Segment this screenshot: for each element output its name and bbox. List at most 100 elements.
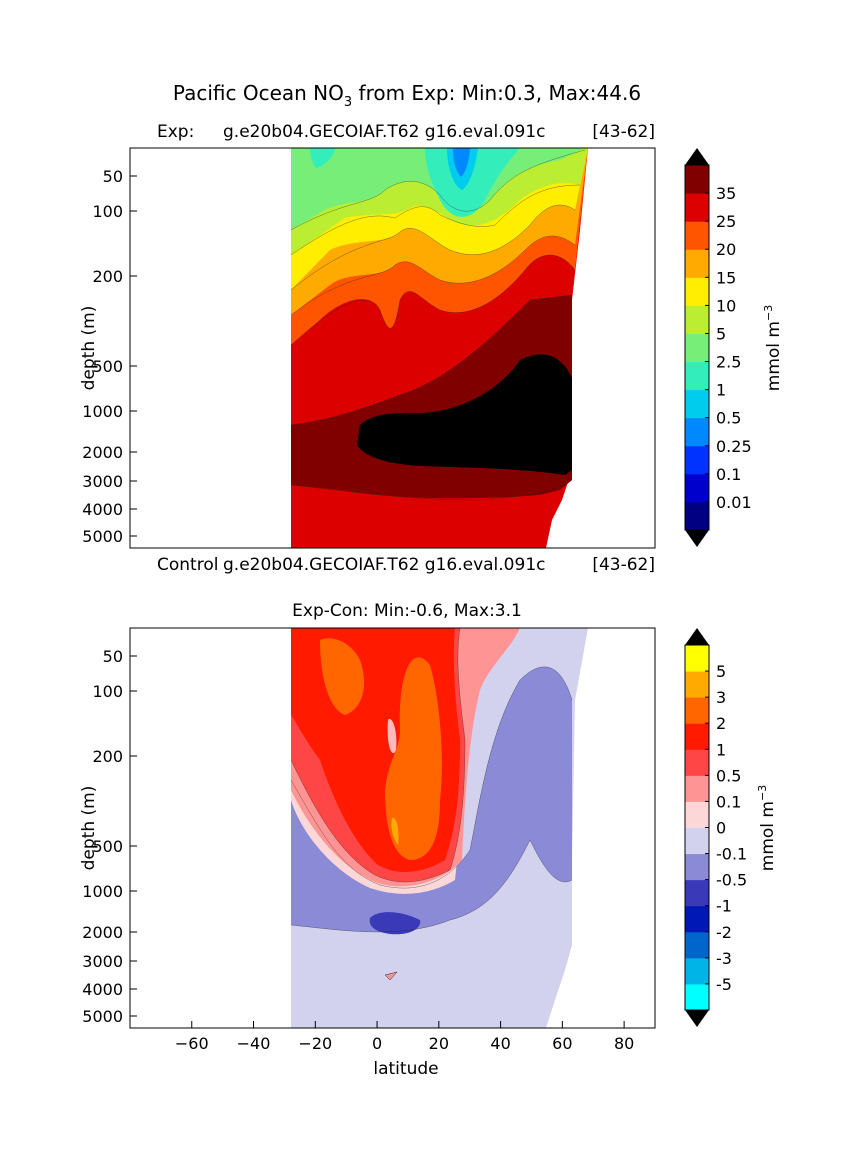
ytick-label: 1000 [82, 882, 123, 901]
ytick-label: 1000 [82, 402, 123, 421]
contour-feature [384, 971, 398, 981]
contour-feature [387, 719, 397, 754]
colorbar-tick-label: 0.01 [716, 493, 752, 512]
ytick-label: 200 [92, 747, 123, 766]
panel1-title-right: [43-62] [592, 122, 655, 142]
ytick-label: 2000 [82, 923, 123, 942]
colorbar-swatch [685, 749, 709, 776]
panel1-title-mid: g.e20b04.GECOIAF.T62 g16.eval.091c [223, 122, 545, 142]
panel2-colorbar: -5 -3 -2 -1 -0.5 -0.1 0 0.1 0.5 1 2 3 5 mmol m−3 [684, 628, 778, 1027]
panel1-ylabel: depth (m) [79, 306, 99, 391]
colorbar-tick-label: 0.1 [716, 792, 741, 811]
ytick-label: 200 [92, 267, 123, 286]
colorbar-swatch [685, 853, 709, 881]
panel2-yaxis: 50 100 200 500 1000 2000 3000 4000 5000 … [79, 647, 137, 1026]
colorbar-swatch [685, 801, 709, 828]
colorbar-tick-label: 5 [716, 662, 726, 681]
ytick-label: 100 [92, 682, 123, 701]
colorbar-swatch [685, 417, 709, 447]
colorbar-tick-label: 0.5 [716, 409, 741, 428]
contour-band-neg0.5-neg0.1 [291, 666, 572, 932]
colorbar-tick-label: -2 [716, 923, 732, 942]
xtick-label: 60 [552, 1034, 572, 1053]
colorbar-tick-label: 0.1 [716, 465, 741, 484]
ytick-label: 500 [92, 357, 123, 376]
colorbar-swatch [685, 165, 709, 194]
ytick-label: 3000 [82, 472, 123, 491]
colorbar-extend-max [685, 628, 709, 645]
colorbar-swatch [685, 983, 709, 1011]
panel2-subtitle: Exp-Con: Min:-0.6, Max:3.1 [292, 601, 522, 621]
ytick-label: 5000 [82, 527, 123, 546]
xtick-label: −20 [298, 1034, 332, 1053]
contour-feature [391, 817, 399, 845]
colorbar-extend-max [685, 148, 709, 165]
contour-band-neg1-neg0.5 [369, 912, 421, 935]
colorbar-swatch [685, 193, 709, 222]
colorbar-swatch [685, 905, 709, 933]
colorbar-swatch [685, 473, 709, 503]
colorbar-extend-min [685, 1010, 709, 1027]
colorbar-tick-label: 10 [716, 296, 736, 315]
contour-band-0.25-0.5 [453, 148, 470, 177]
xtick-label: −40 [237, 1034, 271, 1053]
panel1-colorbar-label: mmol m−3 [762, 305, 784, 391]
colorbar-swatch [685, 775, 709, 802]
colorbar-tick-label: 15 [716, 268, 736, 287]
xtick-label: 0 [372, 1034, 382, 1053]
ytick-label: 3000 [82, 952, 123, 971]
panel2-colorbar-label: mmol m−3 [756, 785, 778, 871]
colorbar-swatch [685, 361, 709, 391]
panel2-xlabel: latitude [373, 1059, 438, 1079]
colorbar-tick-label: 1 [716, 381, 726, 400]
colorbar-swatch [685, 333, 709, 363]
panel2-title-left: Control [157, 555, 218, 575]
contour-band-2-3-b [385, 657, 442, 860]
colorbar-swatch [685, 957, 709, 985]
colorbar-swatch [685, 501, 709, 531]
panel2-frame [129, 627, 656, 1029]
colorbar-swatch [685, 645, 709, 672]
panel2-ylabel: depth (m) [79, 786, 99, 871]
colorbar-tick-label: 0.25 [716, 437, 752, 456]
xtick-label: 20 [429, 1034, 449, 1053]
colorbar-tick-label: 3 [716, 688, 726, 707]
ytick-label: 4000 [82, 980, 123, 999]
ytick-label: 4000 [82, 500, 123, 519]
colorbar-tick-label: -5 [716, 975, 732, 994]
colorbar-swatch [685, 827, 709, 855]
colorbar-tick-label: 2.5 [716, 353, 741, 372]
colorbar-swatch [685, 249, 709, 278]
colorbar-tick-label: -3 [716, 949, 732, 968]
colorbar-swatch [685, 389, 709, 419]
figure-title: Pacific Ocean NO3 from Exp: Min:0.3, Max… [173, 81, 641, 110]
ytick-label: 2000 [82, 443, 123, 462]
colorbar-tick-label: -1 [716, 897, 732, 916]
panel1-frame [129, 147, 656, 549]
colorbar-tick-label: 35 [716, 184, 736, 203]
colorbar-swatch [685, 931, 709, 959]
xtick-label: 80 [614, 1034, 634, 1053]
panel1-title-left: Exp: [157, 122, 194, 142]
colorbar-swatch [685, 879, 709, 907]
colorbar-extend-min [685, 530, 709, 547]
colorbar-tick-label: 5 [716, 324, 726, 343]
contour-band-max [357, 354, 572, 475]
panel1-colorbar: 0.01 0.1 0.25 0.5 1 2.5 5 10 15 20 25 35 mmol m−3 [684, 148, 784, 547]
colorbar-swatch [685, 723, 709, 750]
colorbar-tick-label: 0 [716, 819, 726, 838]
colorbar-swatch [685, 671, 709, 698]
colorbar-tick-label: 25 [716, 212, 736, 231]
colorbar-tick-label: 1 [716, 740, 726, 759]
xtick-label: 40 [490, 1034, 510, 1053]
colorbar-tick-label: 20 [716, 240, 736, 259]
ytick-label: 100 [92, 202, 123, 221]
colorbar-tick-label: -0.5 [716, 871, 747, 890]
panel2-contours [130, 628, 655, 1028]
colorbar-swatch [685, 277, 709, 306]
panel2-xaxis: −60 −40 −20 0 20 40 60 80 latitude [175, 1021, 634, 1079]
ytick-label: 50 [103, 167, 123, 186]
ytick-label: 5000 [82, 1007, 123, 1026]
panel1-contours [130, 148, 655, 548]
